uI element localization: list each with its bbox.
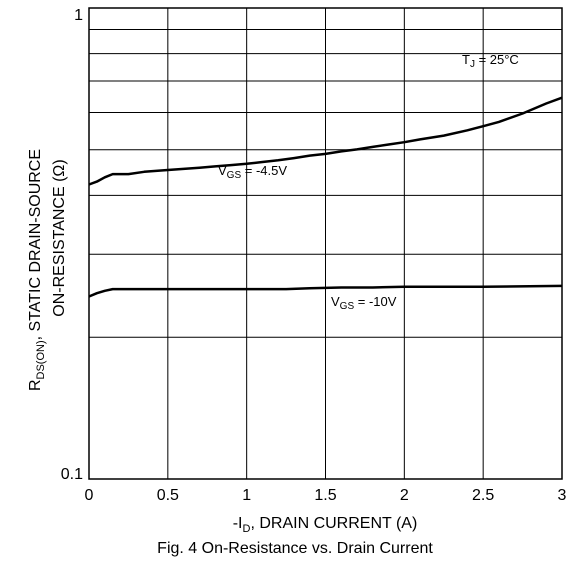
x-tick-label: 3 [558,487,567,504]
series-line-1 [88,284,563,298]
series-lines [88,96,563,298]
x-tick-label: 2 [400,487,409,504]
y-axis-label-line-2: ON-RESISTANCE (Ω) [51,159,68,316]
x-tick-label: 0 [85,487,94,504]
y-tick-label: 0.1 [61,466,83,483]
x-tick-label: 2.5 [472,487,494,504]
x-tick-label: 1 [242,487,251,504]
x-axis-label: -ID, DRAIN CURRENT (A) [233,515,418,535]
plot-frame [88,7,563,480]
temperature-annotation: TJ = 25°C [462,52,519,70]
series-label-vgs-10: VGS = -10V [331,294,397,312]
y-tick-label: 1 [74,7,83,24]
x-tick-label: 0.5 [157,487,179,504]
series-line-0 [88,96,563,186]
y-axis-label-line-1: RDS(ON), STATIC DRAIN-SOURCE [27,149,47,391]
figure-caption: Fig. 4 On-Resistance vs. Drain Current [157,540,433,557]
series-label-vgs-4-5: VGS = -4.5V [218,163,287,181]
tick-labels: 0 0.5 1 1.5 2 2.5 3 0.1 1 [61,7,567,504]
grid [88,8,563,479]
x-tick-label: 1.5 [314,487,336,504]
